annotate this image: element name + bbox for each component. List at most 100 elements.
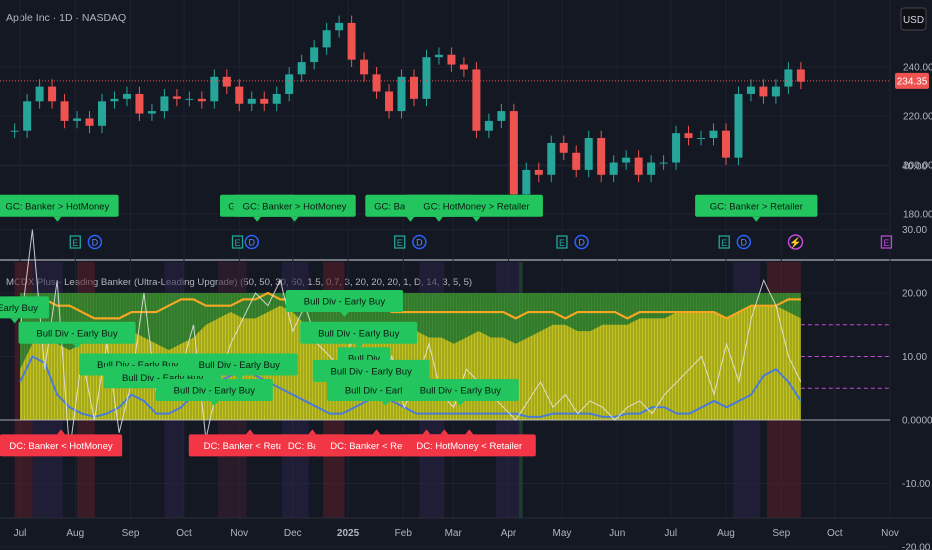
dividend-icon-glyph: D	[249, 238, 256, 248]
candle-body	[534, 169, 543, 175]
x-tick-label: Feb	[395, 528, 413, 539]
indicator-tick-label: 20.00	[902, 289, 927, 300]
signal-label: DC: Banker < Retailer	[188, 429, 312, 457]
event-icon-glyph: ⚡	[789, 236, 801, 249]
dividend-icon-glyph: D	[92, 238, 99, 248]
candle-body	[697, 138, 706, 140]
candle-body	[23, 101, 32, 131]
signal-label: Bull Div - Early Buy	[18, 321, 136, 349]
candle-body	[360, 59, 369, 75]
dividend-icon: D	[574, 234, 589, 250]
candle-body	[409, 76, 418, 99]
signal-label: Bull Div - Early Buy	[155, 378, 273, 406]
signal-label-pointer	[752, 216, 761, 222]
candle-body	[572, 152, 581, 170]
x-tick-label: Nov	[881, 528, 899, 539]
signal-label-text: Bull Div - Early Buy	[36, 328, 118, 339]
dividend-icon-glyph: D	[416, 238, 423, 248]
dividend-icon-circle	[412, 234, 427, 250]
hotmoney-line	[19, 291, 801, 320]
dividend-icon-circle	[87, 234, 103, 250]
candle-body	[472, 69, 481, 131]
price-tick-label: 200.00	[903, 161, 932, 172]
dividend-icon: D	[87, 234, 103, 250]
indicator-tick-label: -20.00	[902, 543, 931, 550]
signal-label: DC: HotMoney < Retailer	[402, 429, 536, 457]
signal-label-text: Bull Div - Early Buy	[174, 385, 256, 396]
x-tick-label: Aug	[66, 528, 84, 539]
candle-body	[235, 86, 244, 104]
signal-label-text: Bull Div - Early Buy	[199, 360, 281, 371]
dividend-icon: D	[412, 234, 427, 250]
candle-body	[684, 133, 693, 139]
signal-label-pointer	[372, 429, 381, 435]
candle-body	[559, 142, 568, 153]
signal-label-text: GC: Banker > Retailer	[710, 201, 803, 212]
event-icon-circle	[787, 234, 804, 250]
dividend-icon-glyph: D	[578, 238, 585, 248]
candle-body	[522, 169, 531, 195]
candle-body	[784, 69, 793, 87]
candle-body	[347, 22, 356, 60]
signal-label-box	[695, 194, 818, 217]
x-tick-label: Mar	[445, 528, 463, 539]
signal-label-pointer	[472, 216, 481, 222]
candle-body	[122, 93, 131, 99]
signal-label-text: Bull Div - Early Buy	[420, 385, 502, 396]
signal-label-box	[0, 434, 123, 457]
signal-label-pointer	[235, 375, 244, 381]
candle-body	[35, 86, 44, 102]
signal-label-pointer	[57, 429, 66, 435]
indicator-tick-label: 0.0000	[902, 416, 932, 427]
candle-body	[385, 91, 394, 112]
candle-body	[422, 57, 431, 99]
earnings-icon-glyph: E	[397, 238, 403, 248]
earnings-icon-box	[556, 235, 568, 249]
event-icon: ⚡	[787, 234, 804, 250]
earnings-icon: E	[718, 235, 730, 249]
candle-body	[584, 138, 593, 170]
candle-body	[285, 74, 294, 94]
earnings-icon: E	[556, 235, 568, 249]
candle-body	[796, 69, 805, 82]
dividend-icon-circle	[736, 234, 752, 250]
signal-label-text: GC: HotMoney > Retailer	[423, 201, 529, 212]
signal-label-box	[180, 353, 298, 376]
candle-body	[622, 157, 631, 163]
signal-label-pointer	[406, 216, 415, 222]
dividend-icon-glyph: D	[741, 238, 748, 248]
signal-label-pointer	[456, 400, 465, 406]
future-earnings-icon: E	[880, 235, 893, 249]
candle-body	[634, 157, 643, 175]
candle-body	[497, 111, 506, 121]
signal-label-pointer	[290, 216, 299, 222]
candle-body	[110, 98, 119, 102]
axes: Jul Aug Sep Oct Nov Dec 2025 Feb Mar Apr May Jun Jul…	[0, 63, 932, 550]
signal-label-text: DC: Banker < Retailer	[204, 441, 297, 452]
last-price-badge	[895, 72, 929, 89]
signal-label-box	[285, 290, 403, 313]
candle-body	[322, 30, 331, 48]
signal-label-pointer	[53, 216, 62, 222]
signal-label-box	[312, 359, 430, 382]
signal-label-pointer	[340, 312, 349, 318]
signal-label-pointer	[245, 429, 254, 435]
signal-label-text: Bull Div - Early Buy	[331, 366, 413, 377]
signal-label-text: Bull Div - Early Buy	[304, 297, 386, 308]
candle-body	[160, 96, 169, 112]
candle-body	[647, 162, 656, 175]
currency-button[interactable]: USD	[900, 7, 927, 31]
candlestick-series	[0, 15, 890, 202]
candle-body	[459, 64, 468, 70]
earnings-icon-glyph: E	[559, 238, 565, 248]
signal-label: Bull Div - Early Buy	[300, 321, 418, 349]
candle-body	[210, 76, 219, 102]
signal-label-box	[401, 378, 519, 401]
signal-label-text: DC: Banker < HotMoney	[9, 441, 112, 452]
candle-body	[547, 142, 556, 175]
candle-body	[73, 118, 82, 121]
dividend-icon: D	[736, 234, 752, 250]
signal-label-pointer	[10, 318, 19, 324]
